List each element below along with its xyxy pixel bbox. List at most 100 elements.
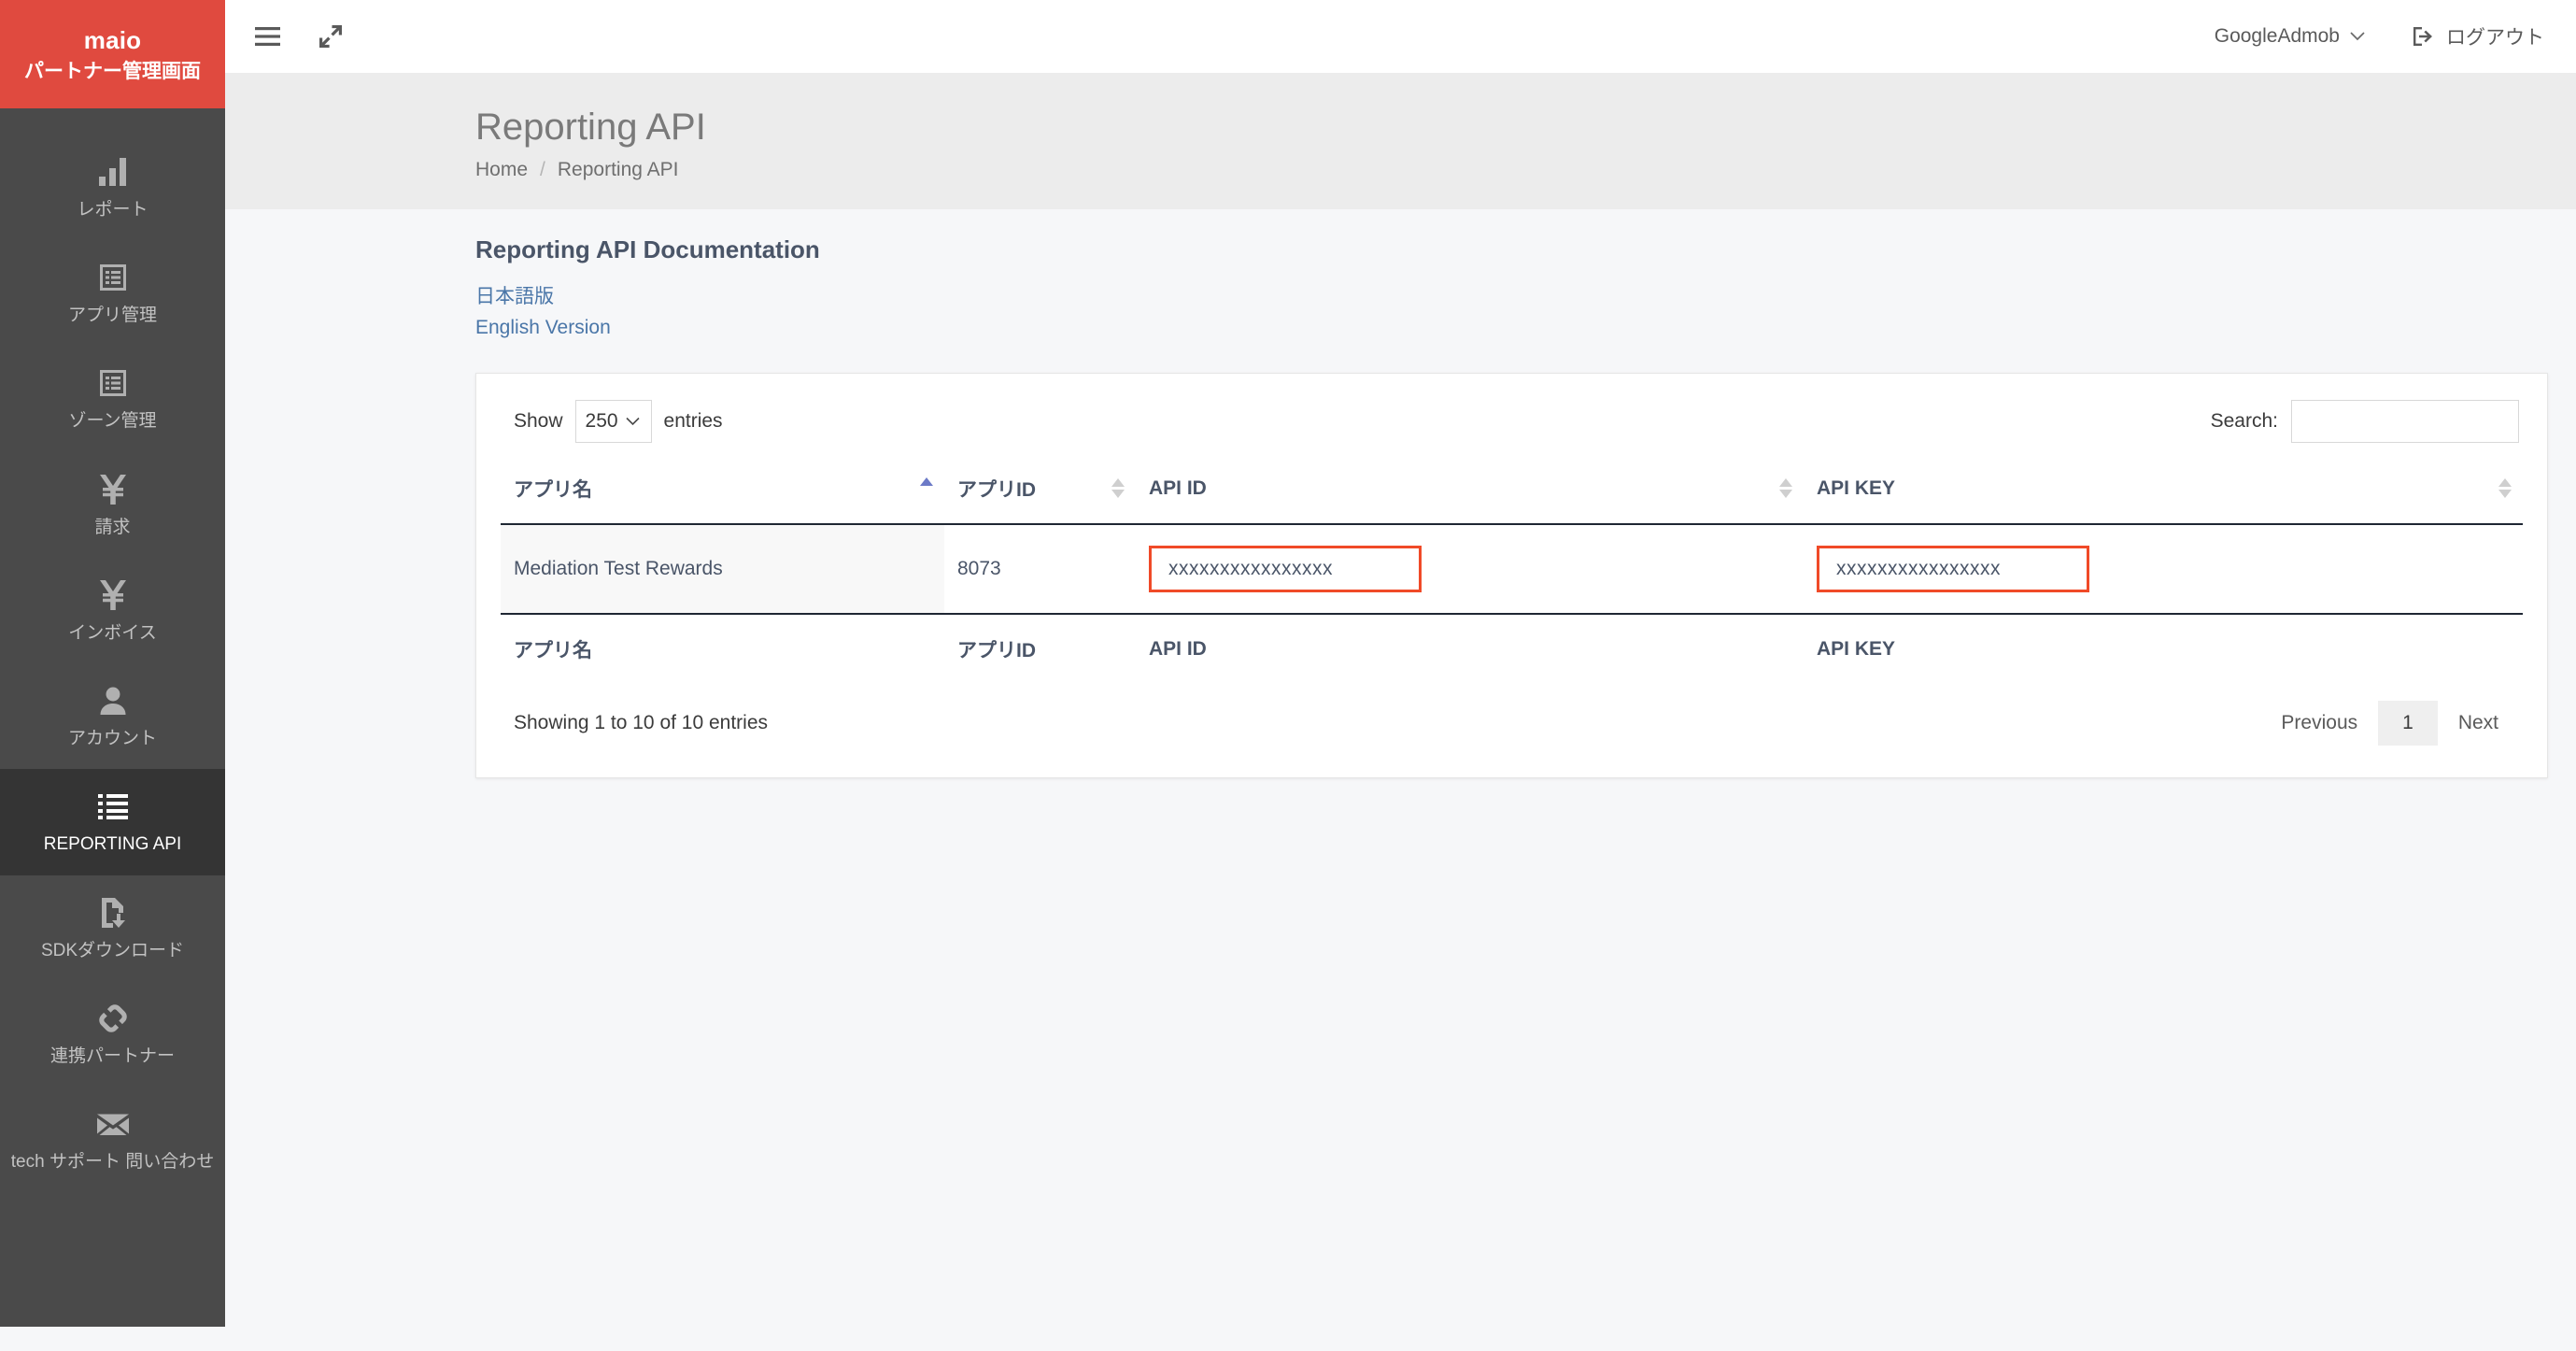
sidebar-item-partners[interactable]: 連携パートナー	[0, 981, 225, 1087]
bar-chart-icon	[98, 154, 128, 190]
brand-title: maio	[83, 25, 142, 54]
sidebar-item-label: tech サポート 問い合わせ	[10, 1151, 215, 1172]
hamburger-icon[interactable]	[249, 21, 286, 51]
main-area: GoogleAdmob ログアウト Reporting API Home / R…	[225, 0, 2576, 1351]
th-api-id[interactable]: API ID	[1136, 465, 1804, 525]
logout-icon	[2413, 27, 2432, 46]
topbar: GoogleAdmob ログアウト	[225, 0, 2576, 73]
table-row: Mediation Test Rewards 8073 xxxxxxxxxxxx…	[501, 524, 2523, 615]
breadcrumb-separator: /	[540, 159, 545, 180]
sidebar-item-app-management[interactable]: アプリ管理	[0, 240, 225, 346]
table-body: Mediation Test Rewards 8073 xxxxxxxxxxxx…	[501, 524, 2523, 615]
search-control: Search:	[2211, 400, 2519, 443]
page-length-select[interactable]: 250	[574, 400, 652, 443]
th-app-id[interactable]: アプリID	[944, 465, 1136, 525]
sidebar-item-label: REPORTING API	[43, 834, 182, 855]
account-dropdown[interactable]: GoogleAdmob	[2215, 25, 2365, 48]
cell-app-name: Mediation Test Rewards	[501, 524, 944, 615]
th-label: API KEY	[1817, 477, 1896, 499]
sidebar-item-reports[interactable]: レポート	[0, 135, 225, 240]
api-id-highlight: xxxxxxxxxxxxxxxx	[1149, 546, 1422, 592]
sort-indicator	[1111, 478, 1125, 498]
cell-api-id: xxxxxxxxxxxxxxxx	[1136, 524, 1804, 615]
tf-app-name: アプリ名	[501, 613, 944, 673]
datatable-card: Show 250 entries Search:	[475, 373, 2548, 778]
table-footer-row: アプリ名 アプリID API ID API KEY	[501, 613, 2523, 673]
list-box-icon	[98, 365, 128, 401]
link-chain-icon	[98, 1001, 128, 1036]
th-label: API ID	[1149, 477, 1207, 499]
sidebar-item-billing[interactable]: 請求	[0, 452, 225, 558]
page-title: Reporting API	[475, 107, 706, 148]
topbar-right-group: GoogleAdmob ログアウト	[2215, 22, 2544, 50]
pagination-next[interactable]: Next	[2457, 712, 2498, 733]
pagination: Previous 1 Next	[2260, 701, 2519, 746]
breadcrumb: Home / Reporting API	[475, 159, 2576, 181]
sidebar-nav: レポート アプリ管理 ゾーン管理 請求	[0, 108, 225, 1192]
sidebar-item-zone-management[interactable]: ゾーン管理	[0, 346, 225, 451]
page-header: Reporting API Home / Reporting API	[225, 73, 2576, 209]
table-head: アプリ名 アプリID	[501, 465, 2523, 525]
brand-subtitle: パートナー管理画面	[24, 60, 201, 82]
sort-indicator	[2498, 478, 2512, 498]
sidebar-item-label: 連携パートナー	[50, 1045, 175, 1066]
chevron-down-icon	[625, 417, 640, 426]
sidebar-item-reporting-api[interactable]: REPORTING API	[0, 769, 225, 875]
tf-app-id: アプリID	[944, 613, 1136, 673]
search-input[interactable]	[2291, 400, 2519, 443]
content-area: Reporting API Documentation 日本語版 English…	[225, 209, 2576, 1351]
table-foot: アプリ名 アプリID API ID API KEY	[501, 613, 2523, 673]
breadcrumb-current: Reporting API	[557, 159, 679, 180]
sort-indicator-asc	[920, 477, 933, 486]
list-ul-icon	[97, 789, 128, 824]
link-english-version[interactable]: English Version	[475, 317, 611, 338]
th-app-name[interactable]: アプリ名	[501, 465, 944, 525]
account-name: GoogleAdmob	[2214, 25, 2340, 47]
show-label: Show	[514, 410, 563, 432]
sidebar-item-label: アプリ管理	[67, 306, 157, 326]
table-info: Showing 1 to 10 of 10 entries	[514, 712, 769, 733]
th-label: アプリID	[957, 479, 1036, 501]
sidebar-item-label: レポート	[77, 200, 149, 220]
cell-api-key: xxxxxxxxxxxxxxxx	[1804, 524, 2523, 615]
breadcrumb-home[interactable]: Home	[475, 159, 529, 180]
th-api-key[interactable]: API KEY	[1804, 465, 2523, 525]
sidebar-item-sdk-download[interactable]: SDKダウンロード	[0, 875, 225, 981]
yen-icon	[99, 577, 126, 613]
table-header-row: アプリ名 アプリID	[501, 465, 2523, 525]
api-key-highlight: xxxxxxxxxxxxxxxx	[1817, 546, 2089, 592]
logout-label: ログアウト	[2446, 27, 2544, 49]
pagination-previous[interactable]: Previous	[2281, 712, 2358, 733]
sidebar-item-label: インボイス	[68, 622, 157, 643]
page-length-value: 250	[585, 410, 618, 432]
yen-icon	[99, 472, 126, 507]
sidebar-item-label: アカウント	[67, 729, 157, 749]
sidebar-item-label: SDKダウンロード	[40, 940, 185, 960]
sort-indicator	[1779, 478, 1792, 498]
sidebar-item-account[interactable]: アカウント	[0, 663, 225, 769]
th-label: アプリ名	[514, 479, 592, 501]
datatable-controls: Show 250 entries Search:	[501, 400, 2523, 443]
search-label: Search:	[2210, 410, 2278, 432]
pagination-page-1[interactable]: 1	[2378, 701, 2438, 746]
brand-header[interactable]: maio パートナー管理画面	[0, 0, 225, 108]
entries-label: entries	[663, 410, 723, 432]
tf-api-key: API KEY	[1804, 613, 2523, 673]
expand-arrows-icon[interactable]	[314, 20, 347, 53]
tf-api-id: API ID	[1136, 613, 1804, 673]
sidebar: maio パートナー管理画面 レポート アプリ管理 ゾーン管理	[0, 0, 225, 1327]
datatable-footer: Showing 1 to 10 of 10 entries Previous 1…	[501, 673, 2523, 746]
topbar-left-group	[249, 20, 347, 53]
chevron-down-icon	[2350, 32, 2365, 41]
link-japanese-version[interactable]: 日本語版	[475, 286, 554, 307]
file-download-icon	[99, 895, 127, 931]
sidebar-item-label: ゾーン管理	[68, 411, 157, 432]
doc-title: Reporting API Documentation	[475, 235, 820, 263]
doc-links: 日本語版 English Version	[475, 281, 2576, 339]
logout-button[interactable]: ログアウト	[2413, 22, 2544, 50]
sidebar-item-tech-support[interactable]: tech サポート 問い合わせ	[0, 1087, 225, 1192]
list-box-icon	[98, 260, 128, 295]
page-length-control: Show 250 entries	[514, 400, 723, 443]
sidebar-item-invoice[interactable]: インボイス	[0, 558, 225, 663]
